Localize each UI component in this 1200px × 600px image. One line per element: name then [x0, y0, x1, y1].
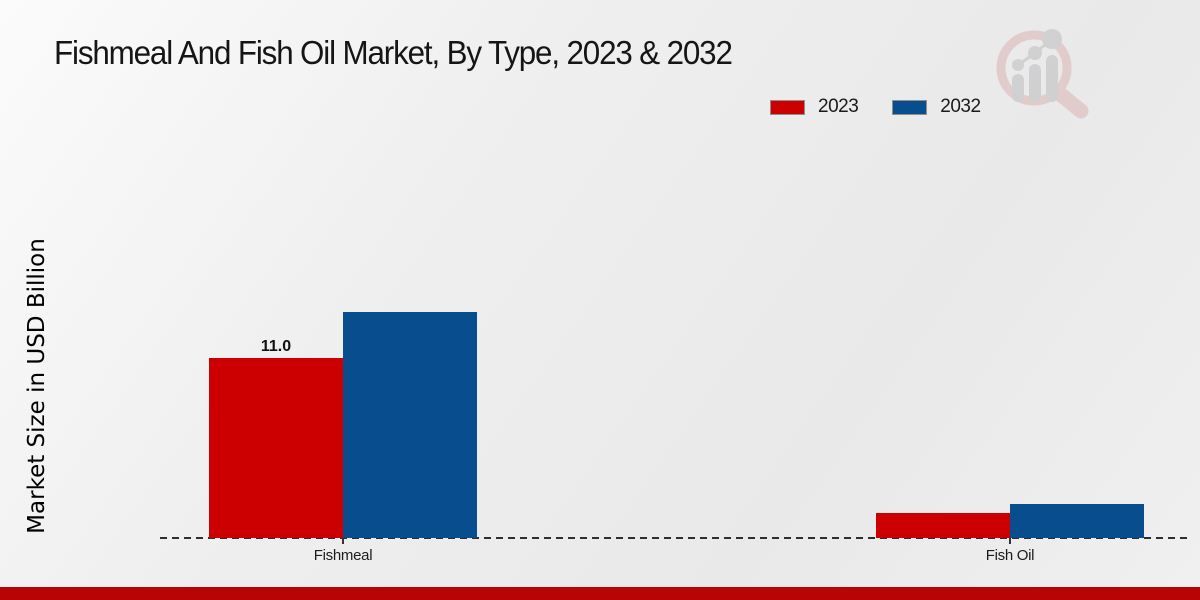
x-axis-tick-fish-oil — [1009, 538, 1011, 544]
bar-value-label-fishmeal-2023: 11.0 — [260, 338, 292, 355]
legend-label-2023: 2023 — [818, 96, 859, 117]
bar-fish-oil-2023 — [876, 513, 1010, 538]
growth-bars-icon — [1012, 29, 1062, 102]
bar-fishmeal-2032 — [343, 312, 477, 538]
chart-title: Fishmeal And Fish Oil Market, By Type, 2… — [54, 34, 733, 71]
legend-swatch-2023 — [770, 99, 805, 115]
x-tick-label-fish-oil: Fish Oil — [985, 547, 1035, 564]
legend-swatch-2032 — [892, 99, 928, 115]
x-axis-tick-fishmeal — [342, 538, 344, 544]
x-tick-label-fishmeal: Fishmeal — [313, 547, 373, 564]
footer-bar — [0, 587, 1200, 600]
legend-item-2023: 2023 — [770, 96, 859, 118]
x-axis-line — [160, 537, 1190, 539]
brand-watermark-logo — [996, 29, 1089, 119]
bar-fish-oil-2032 — [1010, 504, 1144, 538]
magnifier-handle-icon — [1051, 85, 1089, 119]
bar-fishmeal-2023 — [209, 358, 343, 538]
magnifier-lens-icon — [996, 30, 1072, 106]
legend-label-2032: 2032 — [940, 96, 981, 117]
legend: 2023 2032 — [770, 96, 981, 118]
legend-item-2032: 2032 — [892, 96, 981, 118]
growth-line-icon — [1017, 37, 1053, 67]
